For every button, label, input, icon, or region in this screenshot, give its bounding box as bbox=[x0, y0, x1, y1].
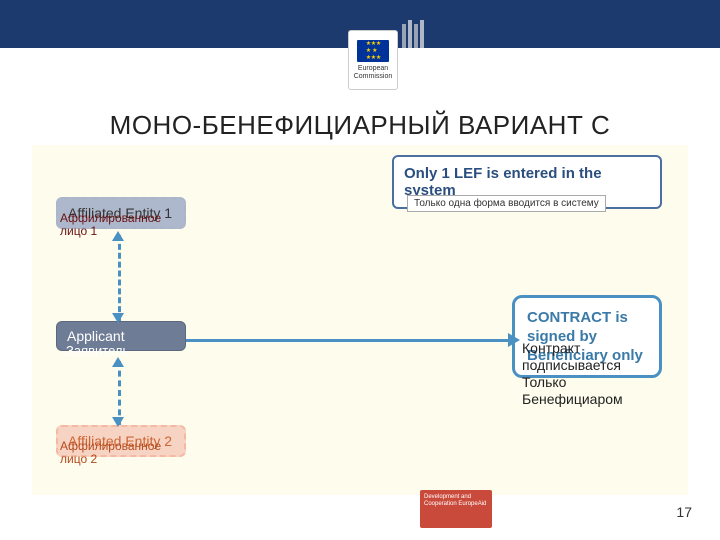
solid-connector bbox=[186, 339, 512, 342]
arrowhead-down-icon bbox=[112, 417, 124, 427]
ec-logo: ★ ★ ★★ ★★ ★ ★ EuropeanCommission bbox=[348, 30, 398, 90]
dashed-connector-2 bbox=[118, 361, 121, 425]
europeaid-badge-text: Development and Cooperation EuropeAid bbox=[420, 490, 492, 512]
dashed-connector-1 bbox=[118, 235, 121, 321]
page-number: 17 bbox=[676, 504, 692, 520]
contract-label-ru: Контракт подписывается Только Бенефициар… bbox=[522, 340, 662, 408]
ec-building-icon bbox=[400, 18, 428, 48]
lef-label-ru: Только одна форма вводится в систему bbox=[407, 195, 606, 212]
ec-logo-text: EuropeanCommission bbox=[354, 65, 393, 81]
page-title: МОНО-БЕНЕФИЦИАРНЫЙ ВАРИАНТ С bbox=[0, 110, 720, 141]
arrowhead-down-icon bbox=[112, 313, 124, 323]
eu-flag-icon: ★ ★ ★★ ★★ ★ ★ bbox=[357, 40, 389, 62]
europeaid-badge: Development and Cooperation EuropeAid bbox=[420, 490, 492, 528]
affiliated-entity-1-label-ru: Аффилированноелицо 1 bbox=[60, 212, 161, 238]
affiliated-entity-2-label-ru: Аффилированноелицо 2 bbox=[60, 440, 161, 466]
arrowhead-up-icon bbox=[112, 357, 124, 367]
applicant-label-ru: Заявитель bbox=[66, 343, 129, 358]
diagram-area: Affiliated Entity 1 Аффилированноелицо 1… bbox=[32, 145, 688, 495]
arrowhead-right-icon bbox=[508, 333, 520, 347]
